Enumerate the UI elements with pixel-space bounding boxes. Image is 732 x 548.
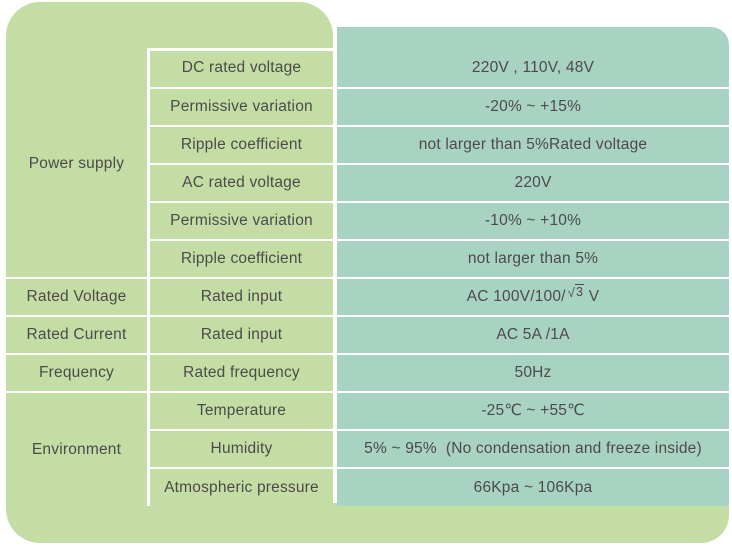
row-line-5 — [150, 238, 729, 241]
param-cell: Atmospheric pressure — [164, 478, 319, 496]
value-cell: not larger than 5% — [467, 250, 599, 268]
row-line-9 — [6, 390, 729, 393]
value-text: AC 100V/100/ — [466, 288, 566, 306]
row-line-4 — [150, 200, 729, 203]
param-cell: Rated frequency — [183, 364, 300, 382]
values-background-panel — [337, 27, 729, 506]
row-line-11 — [150, 466, 729, 469]
left-background-panel — [6, 2, 333, 543]
value-cell: not larger than 5%Rated voltage — [418, 136, 648, 154]
row-line-6 — [6, 276, 729, 279]
param-cell: Rated input — [200, 288, 283, 306]
row-line-top — [147, 48, 333, 51]
group-cell-frequency: Frequency — [38, 364, 115, 382]
group-cell-power-supply: Power supply — [28, 154, 125, 172]
row-line-8 — [6, 352, 729, 355]
row-line-7 — [6, 314, 729, 317]
row-line-3 — [150, 162, 729, 165]
param-cell: Permissive variation — [170, 98, 313, 116]
group-cell-environment: Environment — [31, 440, 122, 458]
value-cell: -25℃ ~ +55℃ — [481, 402, 585, 420]
param-cell: Permissive variation — [170, 212, 313, 230]
value-cell-rated-input-voltage: AC 100V/100/√ 3 V — [337, 279, 729, 315]
value-cell: 5% ~ 95% (No condensation and freeze ins… — [364, 440, 702, 458]
value-cell: AC 5A /1A — [496, 326, 570, 344]
value-cell: 220V , 110V, 48V — [471, 59, 595, 77]
param-cell: DC rated voltage — [181, 59, 302, 77]
bottom-background-strip — [333, 503, 729, 543]
param-cell: Humidity — [210, 440, 273, 458]
value-cell: 50Hz — [514, 364, 552, 382]
group-cell-rated-current: Rated Current — [26, 326, 127, 344]
group-cell-rated-voltage: Rated Voltage — [26, 288, 127, 306]
param-cell: Ripple coefficient — [180, 250, 303, 268]
sqrt-radicand: 3 — [575, 284, 585, 300]
param-cell: Temperature — [196, 402, 287, 420]
value-text: V — [584, 288, 600, 306]
param-cell: Ripple coefficient — [180, 136, 303, 154]
param-cell: Rated input — [200, 326, 283, 344]
value-cell: 220V — [514, 174, 552, 192]
row-line-1 — [150, 86, 729, 89]
row-line-10 — [150, 428, 729, 431]
sqrt-icon: √ — [567, 284, 576, 300]
row-line-2 — [150, 124, 729, 127]
param-cell: AC rated voltage — [182, 174, 301, 192]
value-cell: -20% ~ +15% — [484, 98, 582, 116]
value-cell: 66Kpa ~ 106Kpa — [473, 478, 593, 496]
value-cell: -10% ~ +10% — [484, 212, 582, 230]
